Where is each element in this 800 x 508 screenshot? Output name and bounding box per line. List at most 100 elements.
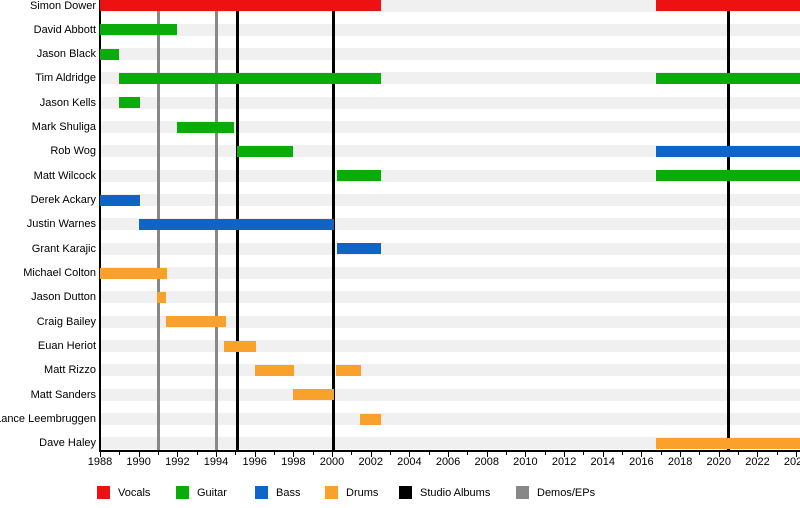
major-tick [757,452,759,457]
tenure-bar-drums [165,316,226,328]
row-stripe [100,121,800,134]
tenure-bar-guitar [100,24,178,36]
x-axis-year-label: 1998 [281,456,306,468]
major-tick [718,452,720,457]
member-name-label: Jason Dutton [31,291,96,304]
legend-label: Vocals [118,487,151,499]
legend-swatch-vocals [97,486,110,499]
member-name-label: Matt Wilcock [33,169,96,182]
row-stripe [100,23,800,36]
minor-tick [660,452,662,455]
x-axis-year-label: 2002 [358,456,383,468]
chart-legend: Vocals Guitar Bass Drums Studio Albums Demos/… [0,484,800,504]
member-name-label: Derek Ackary [30,194,96,207]
tenure-bar-drums [100,267,167,279]
minor-tick [506,452,508,455]
tenure-bar-guitar [336,170,382,182]
tenure-bar-bass [655,145,800,157]
major-tick [177,452,179,457]
x-axis-year-label: 2020 [706,456,732,468]
major-tick [409,452,411,457]
tenure-bar-drums [293,389,334,401]
tenure-bar-guitar [177,121,235,133]
tenure-bar-guitar [119,72,382,84]
tenure-bar-drums [223,340,256,352]
major-tick [525,452,527,457]
tenure-bar-vocals [100,0,382,11]
member-name-label: Simon Dower [29,0,96,12]
major-tick [486,452,488,457]
member-name-label: Rob Wog [50,145,96,158]
minor-tick [312,452,314,455]
row-stripe [100,0,800,12]
minor-tick [738,452,740,455]
minor-tick [622,452,624,455]
x-axis-year-label: 2012 [551,456,577,468]
row-stripe [100,388,800,401]
tenure-bar-guitar [655,170,800,182]
tenure-bar-guitar [119,97,140,109]
major-tick [100,452,101,457]
row-stripe [100,194,800,207]
member-name-label: Mark Shuliga [31,121,96,134]
member-name-label: Jason Kells [39,96,96,109]
tenure-bar-drums [254,364,295,376]
major-tick [796,452,798,457]
legend-swatch-studio_albums [399,486,412,499]
tenure-bar-drums [360,413,382,425]
legend-label: Demos/EPs [537,487,596,499]
major-tick [602,452,604,457]
x-axis-year-label: 2004 [397,456,422,468]
timeline-plot-area [100,0,800,450]
member-name-label: Dave Haley [39,437,96,450]
legend-swatch-drums [325,486,338,499]
member-name-label: Euan Heriot [37,340,96,353]
row-stripe [100,364,800,377]
major-tick [293,452,295,457]
row-stripe [100,291,800,304]
x-axis-year-label: 1992 [165,456,190,468]
major-tick [216,452,218,457]
studio-album-release-line [726,0,730,450]
major-tick [641,452,643,457]
x-axis-year-label: 2024 [783,456,800,468]
studio-album-release-line [332,0,336,450]
x-axis-year-label: 2008 [474,456,499,468]
x-axis-year-label: 1990 [126,456,151,468]
tenure-bar-bass [100,194,140,206]
major-tick [564,452,566,457]
minor-tick [274,452,276,455]
x-axis-year-label: 1994 [203,456,229,468]
row-stripe [100,96,800,109]
row-stripe [100,242,800,255]
minor-tick [119,452,121,455]
x-axis-year-label: 2000 [319,456,345,468]
member-name-label: Craig Bailey [36,315,96,328]
minor-tick [583,452,585,455]
x-axis-year-label: 2006 [435,456,461,468]
row-stripe [100,315,800,328]
major-tick [254,452,256,457]
x-axis-year-label: 1996 [242,456,267,468]
minor-tick [235,452,237,455]
legend-swatch-bass [255,486,268,499]
row-stripe [100,340,800,353]
member-name-label: Michael Colton [23,267,96,280]
x-axis-year-label: 2010 [513,456,538,468]
legend-swatch-demos_eps [516,486,529,499]
x-axis-year-label: 2016 [629,456,654,468]
y-axis-line [99,0,101,452]
tenure-bar-guitar [655,72,800,84]
row-stripe [100,169,800,182]
minor-tick [196,452,198,455]
member-name-label: Justin Warnes [26,218,96,231]
legend-label: Drums [346,487,379,499]
tenure-bar-bass [336,243,382,255]
tenure-bar-guitar [100,48,120,60]
row-stripe [100,267,800,280]
row-stripe [100,437,800,450]
minor-tick [544,452,546,455]
major-tick [138,452,140,457]
row-stripe [100,48,800,61]
